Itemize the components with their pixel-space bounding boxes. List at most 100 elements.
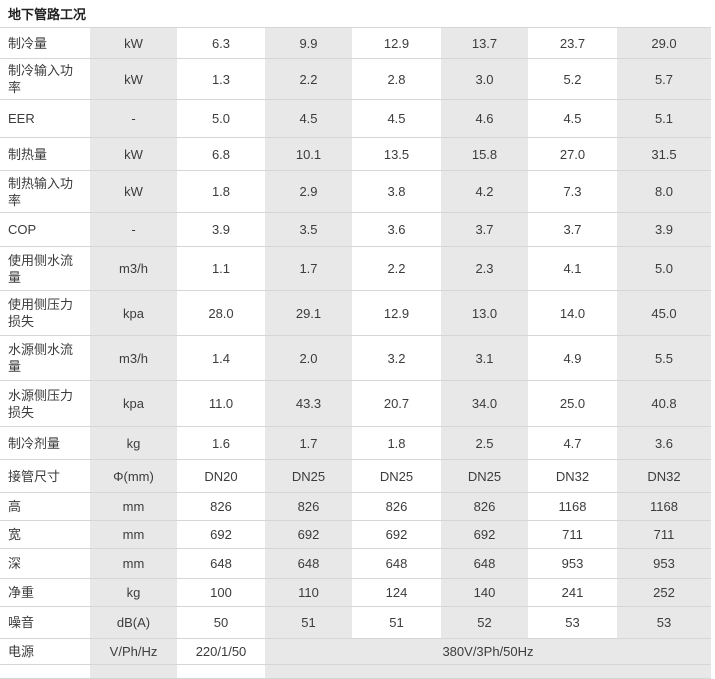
cell-value: 6.3 [177,27,265,59]
table-row: 高 mm 826 826 826 826 1168 1168 [0,492,711,521]
cell-value: 2.2 [265,58,352,100]
cell-value: 4.1 [528,246,617,291]
cell-value: 13.0 [441,290,528,336]
cell-value: 4.5 [528,99,617,138]
row-label: 接管尺寸 [0,459,90,493]
cell-value: 2.2 [352,246,441,291]
cell-value: 110 [265,578,352,607]
row-label: 制冷输入功率 [0,58,90,100]
cell-value: DN32 [617,459,711,493]
row-label: 制冷剂量 [0,426,90,460]
row-unit: mm [90,548,177,579]
cell-value: 51 [352,606,441,639]
cell-value: 124 [352,578,441,607]
cell-value: 648 [352,548,441,579]
row-unit: V/Ph/Hz [90,638,177,665]
cell-value: 1.1 [177,246,265,291]
cell-value: 25.0 [528,380,617,427]
cell-value: 6.8 [177,137,265,171]
cell-value: 826 [352,492,441,521]
row-label: COP [0,212,90,247]
cell-value: 12.9 [352,290,441,336]
table-row: COP -3.9 3.5 3.6 3.7 3.7 3.9 [0,212,711,247]
row-unit: kpa [90,380,177,427]
row-unit: - [90,99,177,138]
cell-value: 5.7 [617,58,711,100]
cell-value: 50 [177,606,265,639]
row-label: 净重 [0,578,90,607]
cell-value: 45.0 [617,290,711,336]
cell-value: 40.8 [617,380,711,427]
cell-value: 13.7 [441,27,528,59]
cell-value: 953 [617,548,711,579]
row-unit: kW [90,170,177,213]
table-row: 制冷剂量 kg 1.6 1.7 1.8 2.5 4.7 3.6 [0,426,711,460]
cell-value: 826 [441,492,528,521]
cell-value: 5.0 [617,246,711,291]
cell-value: 1.7 [265,246,352,291]
cell-value: 51 [265,606,352,639]
cell-value: 53 [528,606,617,639]
cell-value: 34.0 [441,380,528,427]
table-row: 水源侧压力损失 kpa 11.0 43.3 20.7 34.0 25.0 40.8 [0,380,711,427]
partial-cell [177,664,265,679]
row-label: 使用侧水流量 [0,246,90,291]
table-row: 使用侧压力损失 kpa 28.0 29.1 12.9 13.0 14.0 45.0 [0,290,711,336]
table-row: 宽 mm 692 692 692 692 711 711 [0,520,711,549]
cell-value: 1.8 [352,426,441,460]
page-title: 地下管路工况 [8,7,87,22]
table-row: 制热量 kW 6.8 10.1 13.5 15.8 27.0 31.5 [0,137,711,171]
table-row: EER -5.0 4.5 4.5 4.6 4.5 5.1 [0,99,711,138]
cell-value: 1168 [528,492,617,521]
cell-value: 20.7 [352,380,441,427]
cell-value: 2.0 [265,335,352,381]
cell-value: 29.0 [617,27,711,59]
cell-value: DN20 [177,459,265,493]
row-unit: Φ(mm) [90,459,177,493]
power-supply-merged-cell: 380V/3Ph/50Hz [265,638,711,665]
cell-value: 1.8 [177,170,265,213]
row-unit: - [90,212,177,247]
cell-value: 2.5 [441,426,528,460]
cell-value: 14.0 [528,290,617,336]
table-row: 制冷输入功率 kW 1.3 2.2 2.8 3.0 5.2 5.7 [0,58,711,100]
cell-value: 28.0 [177,290,265,336]
table-row: 深 mm 648 648 648 648 953 953 [0,548,711,579]
cell-value: 23.7 [528,27,617,59]
cell-value: 8.0 [617,170,711,213]
cell-value: 3.6 [617,426,711,460]
cell-value: 3.9 [177,212,265,247]
cell-value: 31.5 [617,137,711,171]
row-label: 电源 [0,638,90,665]
cell-value: 140 [441,578,528,607]
cell-value: 5.2 [528,58,617,100]
cell-value: 7.3 [528,170,617,213]
cell-value: 3.5 [265,212,352,247]
partial-cell [0,664,90,679]
cell-value: 4.9 [528,335,617,381]
cell-value: 3.7 [528,212,617,247]
cell-value: 4.5 [265,99,352,138]
row-label: 噪音 [0,606,90,639]
cell-value: 3.9 [617,212,711,247]
cell-value: 4.6 [441,99,528,138]
table-row: 水源侧水流量 m3/h 1.4 2.0 3.2 3.1 4.9 5.5 [0,335,711,381]
cell-value: 43.3 [265,380,352,427]
cell-value: 953 [528,548,617,579]
cell-value: 711 [528,520,617,549]
cell-value: 241 [528,578,617,607]
row-label: 水源侧水流量 [0,335,90,381]
cell-value: 27.0 [528,137,617,171]
cell-value: 9.9 [265,27,352,59]
cell-value: 252 [617,578,711,607]
cell-value: 4.7 [528,426,617,460]
cell-value: 2.3 [441,246,528,291]
cell-value: 692 [352,520,441,549]
table-row: 净重 kg 100 110 124 140 241 252 [0,578,711,607]
cell-value: 3.0 [441,58,528,100]
cell-value: 692 [177,520,265,549]
table-row: 电源 V/Ph/Hz 220/1/50 380V/3Ph/50Hz [0,638,711,665]
row-label: 宽 [0,520,90,549]
row-unit: m3/h [90,335,177,381]
table-row: 噪音 dB(A) 50 51 51 52 53 53 [0,606,711,639]
